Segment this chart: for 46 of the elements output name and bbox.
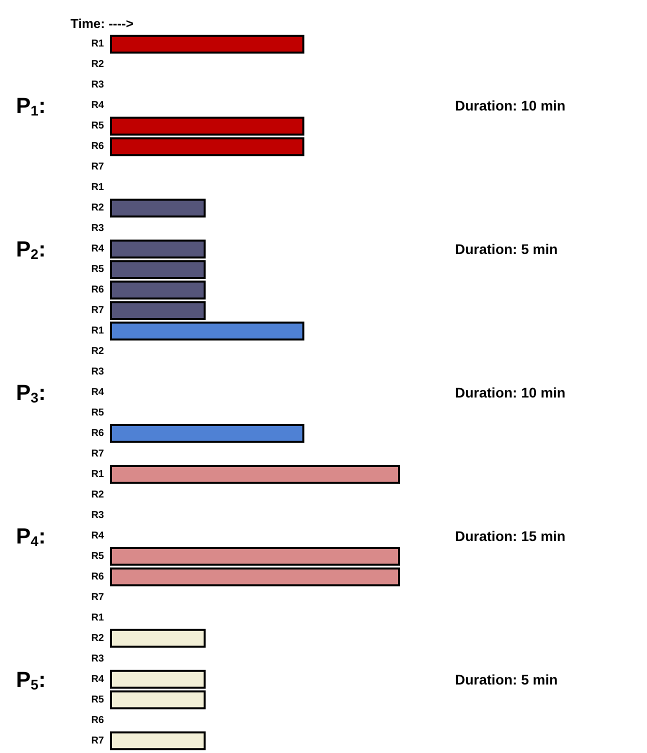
y-tick-label: R2 — [91, 202, 104, 214]
y-tick-label: R3 — [91, 223, 104, 234]
text: Duration: 15 min — [455, 528, 566, 544]
y-tick-label: R6 — [91, 141, 104, 152]
y-tick-label: R7 — [91, 735, 104, 746]
y-tick-label: R2 — [91, 346, 104, 358]
text: P1: — [16, 93, 46, 119]
y-tick-label: R7 — [91, 448, 104, 460]
y-tick-label: R4 — [91, 530, 104, 542]
y-tick-label: R4 — [91, 674, 104, 685]
y-tick-label: R5 — [91, 550, 104, 562]
y-tick-label: R7 — [91, 592, 104, 603]
text: P5: — [16, 666, 46, 692]
text: Duration: 10 min — [455, 98, 566, 114]
y-tick-label: R2 — [91, 59, 104, 70]
y-tick-label: R6 — [91, 571, 104, 582]
y-tick-label: R5 — [91, 694, 104, 706]
y-tick-label: R1 — [91, 38, 104, 50]
y-tick-label: R6 — [91, 284, 104, 296]
x-axis-title: Time: ----> — [70, 16, 134, 31]
y-tick-label: R4 — [91, 387, 104, 398]
text: P2: — [16, 236, 46, 262]
y-tick-label: R1 — [91, 612, 104, 624]
y-tick-label: R4 — [91, 244, 104, 255]
text: Duration: 5 min — [455, 241, 558, 258]
text: Duration: 5 min — [455, 671, 558, 688]
y-tick-label: R5 — [91, 264, 104, 276]
y-tick-label: R1 — [91, 182, 104, 194]
y-tick-label: R3 — [91, 80, 104, 91]
text: Duration: 10 min — [455, 384, 566, 400]
y-tick-label: R4 — [91, 100, 104, 112]
y-tick-label: R6 — [91, 714, 104, 726]
y-tick-label: R2 — [91, 632, 104, 644]
y-tick-label: R5 — [91, 120, 104, 132]
text: P4: — [16, 523, 46, 549]
y-tick-label: R3 — [91, 510, 104, 521]
y-tick-label: R6 — [91, 428, 104, 439]
y-tick-label: R3 — [91, 653, 104, 664]
text: P3: — [16, 380, 46, 406]
y-tick-label: R2 — [91, 489, 104, 500]
y-tick-label: R1 — [91, 326, 104, 337]
y-tick-label: R1 — [91, 468, 104, 480]
y-tick-label: R3 — [91, 366, 104, 378]
y-tick-label: R7 — [91, 162, 104, 173]
y-tick-label: R5 — [91, 407, 104, 418]
y-tick-label: R7 — [91, 305, 104, 316]
